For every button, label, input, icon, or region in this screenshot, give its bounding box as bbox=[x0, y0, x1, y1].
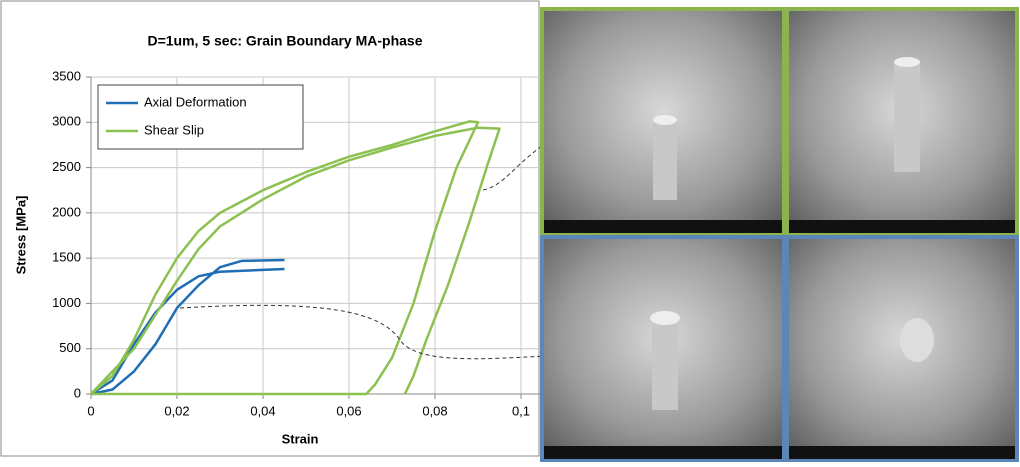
sem-images bbox=[540, 7, 1019, 462]
x-tick-label: 0 bbox=[87, 403, 94, 418]
x-tick-label: 0,04 bbox=[250, 403, 275, 418]
y-tick-label: 3000 bbox=[52, 114, 81, 129]
y-tick-label: 2000 bbox=[52, 204, 81, 219]
x-tick-label: 0,1 bbox=[512, 403, 530, 418]
arrow bbox=[179, 304, 581, 360]
chart-title: D=1um, 5 sec: Grain Boundary MA-phase bbox=[147, 33, 422, 49]
sem-image bbox=[785, 7, 1019, 237]
x-tick-label: 0,08 bbox=[422, 403, 447, 418]
y-tick-label: 2500 bbox=[52, 159, 81, 174]
y-tick-label: 500 bbox=[59, 340, 81, 355]
chart-frame bbox=[0, 0, 540, 457]
y-tick-label: 1500 bbox=[52, 250, 81, 265]
arrow bbox=[482, 124, 581, 191]
x-tick-label: 0,06 bbox=[336, 403, 361, 418]
x-tick-label: 0,02 bbox=[164, 403, 189, 418]
y-tick-label: 0 bbox=[74, 385, 81, 400]
legend: Axial Deformation Shear Slip bbox=[97, 84, 304, 150]
x-axis-label: Strain bbox=[282, 431, 319, 446]
series-line bbox=[90, 258, 285, 396]
plot: 0 500 1000 1500 2000 2500 3000 3500 0 0,02 0,04 0,0… bbox=[52, 68, 540, 418]
y-tick-label: 3500 bbox=[52, 68, 81, 83]
sem-image bbox=[785, 235, 1019, 462]
annotations bbox=[179, 124, 581, 360]
series-line bbox=[90, 120, 501, 396]
sem-image bbox=[540, 7, 786, 237]
legend-label: Shear Slip bbox=[144, 122, 204, 137]
legend-box bbox=[97, 84, 304, 150]
legend-label: Axial Deformation bbox=[144, 94, 247, 109]
sem-image bbox=[540, 235, 786, 462]
y-tick-label: 1000 bbox=[52, 295, 81, 310]
y-axis-label: Stress [MPa] bbox=[13, 196, 28, 275]
